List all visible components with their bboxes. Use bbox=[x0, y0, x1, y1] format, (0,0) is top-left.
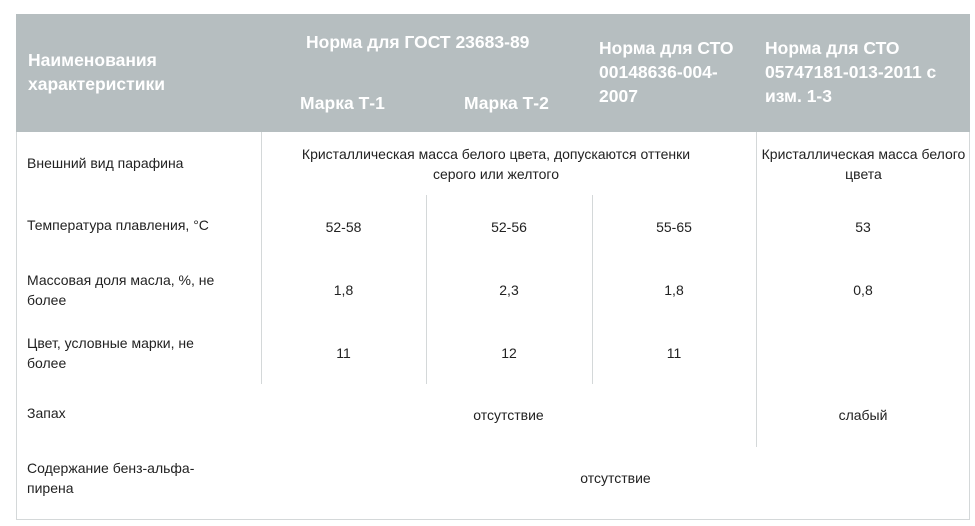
row-label: Внешний вид парафина bbox=[27, 155, 184, 171]
header-characteristic: Наименования характеристики bbox=[28, 50, 165, 94]
row-label: Температура плавления, °С bbox=[27, 217, 209, 233]
grid-line bbox=[969, 132, 970, 520]
header-mark-t1: Марка Т-1 bbox=[300, 93, 385, 113]
cell-t1: 52-58 bbox=[325, 219, 362, 235]
row-label: Содержание бенз-альфа-пирена bbox=[27, 460, 195, 496]
header-sto2: Норма для СТО 05747181-013-2011 с изм. 1… bbox=[765, 38, 937, 106]
bottom-border bbox=[16, 519, 970, 520]
cell-t2: 2,3 bbox=[499, 282, 519, 298]
cell-sto1: 1,8 bbox=[664, 282, 684, 298]
header-gost: Норма для ГОСТ 23683-89 bbox=[306, 32, 530, 52]
grid-line bbox=[16, 132, 17, 520]
grid-gap bbox=[261, 384, 262, 447]
cell-sto1: 11 bbox=[666, 345, 682, 361]
cell-t1: 1,8 bbox=[333, 282, 354, 298]
cell-merged-gost-sto1: отсутствие bbox=[473, 407, 544, 423]
table-row: Массовая доля масла, %, не более 1,8 2,3… bbox=[16, 258, 970, 322]
cell-sto2: 0,8 bbox=[853, 282, 873, 298]
table-row: Цвет, условные марки, не более 11 12 11 bbox=[16, 321, 970, 385]
cell-t2: 12 bbox=[501, 345, 517, 361]
grid-line bbox=[426, 195, 427, 384]
table-row: Запах отсутствие слабый bbox=[16, 384, 970, 448]
cell-sto1: 55-65 bbox=[656, 219, 692, 235]
cell-t1: 11 bbox=[336, 345, 351, 361]
grid-line bbox=[592, 195, 593, 384]
cell-merged-all: отсутствие bbox=[580, 470, 651, 486]
grid-line bbox=[756, 132, 757, 447]
table-row: Температура плавления, °С 52-58 52-56 55… bbox=[16, 195, 970, 259]
cell-merged-gost-sto1: Кристаллическая масса белого цвета, допу… bbox=[301, 146, 691, 182]
grid-line bbox=[261, 132, 262, 384]
table-row: Внешний вид парафина Кристаллическая мас… bbox=[16, 132, 970, 196]
cell-t2: 52-56 bbox=[491, 219, 527, 235]
row-label: Массовая доля масла, %, не более bbox=[27, 272, 215, 308]
header-sto1: Норма для СТО 00148636-004-2007 bbox=[599, 38, 734, 106]
table-row: Содержание бенз-альфа-пирена отсутствие bbox=[16, 447, 970, 520]
cell-sto2: 53 bbox=[855, 219, 871, 235]
row-label: Цвет, условные марки, не более bbox=[27, 335, 194, 371]
cell-sto2: слабый bbox=[838, 407, 888, 423]
row-label: Запах bbox=[27, 405, 66, 421]
cell-sto2: Кристаллическая масса белого цвета bbox=[761, 146, 966, 182]
header-mark-t2: Марка Т-2 bbox=[464, 93, 549, 113]
spec-table: Наименования характеристики Норма для ГО… bbox=[16, 14, 970, 520]
table-header: Наименования характеристики Норма для ГО… bbox=[16, 14, 970, 132]
